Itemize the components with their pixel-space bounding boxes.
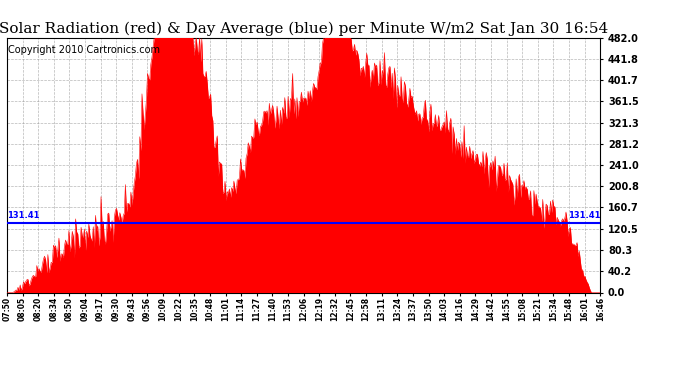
Text: 131.41: 131.41 bbox=[7, 211, 39, 220]
Title: Solar Radiation (red) & Day Average (blue) per Minute W/m2 Sat Jan 30 16:54: Solar Radiation (red) & Day Average (blu… bbox=[0, 22, 608, 36]
Text: 131.41: 131.41 bbox=[568, 211, 600, 220]
Text: Copyright 2010 Cartronics.com: Copyright 2010 Cartronics.com bbox=[8, 45, 160, 55]
